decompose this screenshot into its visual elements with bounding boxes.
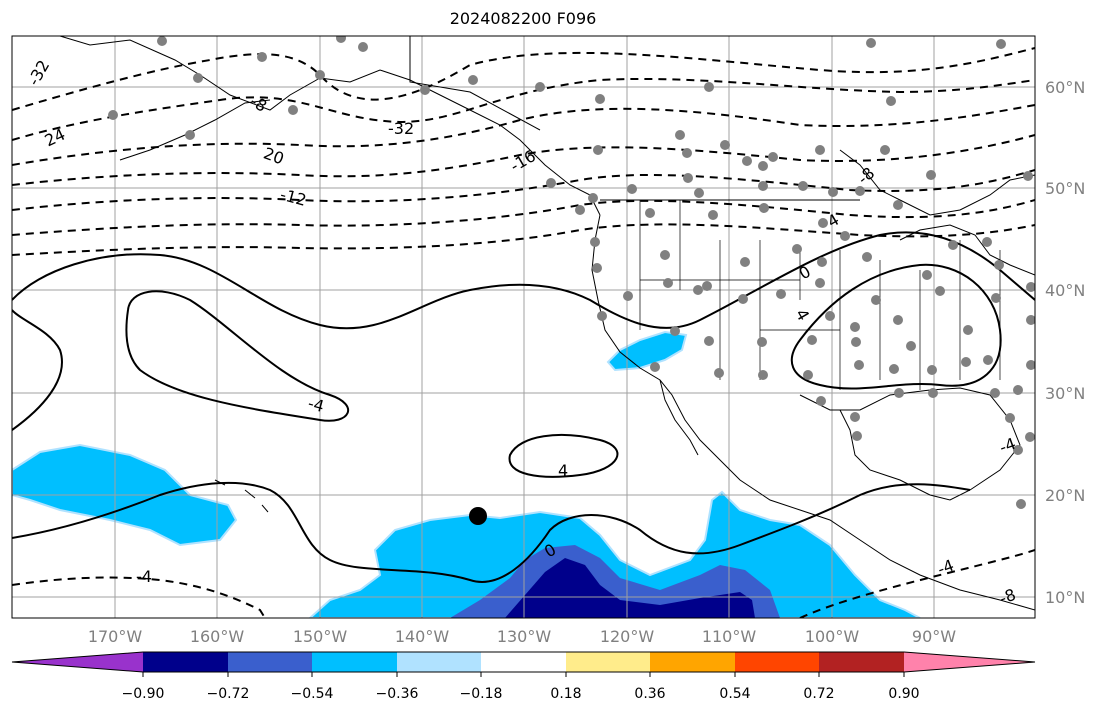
contour-label: -32: [24, 57, 54, 89]
colorbar-tick-label: −0.18: [460, 686, 503, 702]
baja: [659, 379, 699, 456]
contour-dashed: [12, 134, 1035, 186]
anomaly-fill-layer: [12, 330, 921, 618]
contour-label: -8: [247, 91, 270, 115]
gulf-of-mexico: [799, 387, 1021, 501]
contour-label: -4: [935, 556, 956, 579]
colorbar-tick-label: 0.18: [550, 686, 581, 702]
colorbar-segment: [312, 652, 397, 672]
colorbar-tick-labels: −0.90 −0.72 −0.54 −0.36 −0.18 0.18 0.36 …: [122, 686, 920, 702]
state-borders: [639, 200, 1001, 390]
contour-dashed: [12, 104, 1035, 166]
lon-label: 140°W: [395, 627, 450, 646]
colorbar-extend-high: [904, 652, 1035, 672]
map-frame: [11, 35, 1036, 619]
contour-dashed: [12, 78, 1035, 141]
contour-dashed: [12, 199, 1035, 236]
contour-label: -4: [136, 567, 152, 586]
lat-label: 30°N: [1045, 384, 1085, 403]
coastlines: [59, 36, 1035, 611]
colorbar-segment: [650, 652, 735, 672]
contour-dashed: [12, 576, 266, 618]
contour-label: -12: [278, 185, 308, 210]
contour-label: 4: [792, 306, 814, 324]
lon-label: 110°W: [702, 627, 757, 646]
colorbar-tick-label: −0.90: [122, 686, 165, 702]
contour-label: -16: [507, 146, 539, 176]
contour-label: -8: [854, 163, 878, 188]
station-markers: [108, 36, 1035, 509]
hudson-region: [839, 149, 1035, 216]
lat-label: 20°N: [1045, 486, 1085, 505]
contour-dashed: [12, 223, 1035, 256]
anomaly-fill-strong: [505, 558, 755, 618]
contour-dashed: [12, 47, 1035, 111]
colorbar-tick-label: 0.72: [803, 686, 834, 702]
colorbar-segment: [397, 652, 481, 672]
lat-label: 50°N: [1045, 179, 1085, 198]
great-lakes: [899, 224, 1035, 276]
lon-label: 170°W: [88, 627, 143, 646]
contour-label: -4: [997, 434, 1018, 457]
contour-solid: [790, 263, 1002, 390]
colorbar-tick-label: 0.54: [719, 686, 750, 702]
contour-solid: [12, 231, 1035, 330]
contour-label: 4: [558, 461, 568, 480]
colorbar-segment: [481, 652, 566, 672]
colorbar-extend-low: [12, 652, 143, 672]
lon-label: 100°W: [805, 627, 860, 646]
contour-solid: [12, 309, 63, 431]
location-marker: [469, 507, 487, 525]
latitude-labels: 60°N 50°N 40°N 30°N 20°N 10°N: [1045, 78, 1085, 607]
colorbar-segment: [228, 652, 312, 672]
colorbar-tick-label: 0.36: [634, 686, 665, 702]
lon-label: 90°W: [912, 627, 956, 646]
contour-label: -4: [306, 394, 326, 416]
lon-label: 130°W: [497, 627, 552, 646]
contour-solid: [508, 434, 619, 478]
contour-label: 24: [42, 125, 68, 151]
map-title: 2024082200 F096: [449, 9, 597, 28]
alaska-coast: [59, 36, 601, 216]
lat-label: 60°N: [1045, 78, 1085, 97]
contour-label: 20: [261, 144, 287, 169]
lat-label: 10°N: [1045, 588, 1085, 607]
contour-dashed: [12, 169, 1035, 211]
colorbar-tick-label: −0.72: [207, 686, 250, 702]
contour-solid: [12, 481, 971, 583]
lon-label: 120°W: [600, 627, 655, 646]
contour-dashed: [799, 549, 1035, 618]
colorbar-tick-label: 0.90: [888, 686, 919, 702]
longitude-labels: 170°W 160°W 150°W 140°W 130°W 120°W 110°…: [88, 627, 956, 646]
contour-solid: [125, 290, 350, 422]
contour-label: -8: [997, 585, 1018, 608]
lon-label: 150°W: [293, 627, 348, 646]
colorbar-segment: [735, 652, 819, 672]
graticule: [12, 36, 1035, 618]
aleutians: [119, 99, 271, 161]
contour-label: -32: [388, 119, 414, 138]
colorbar: [11, 651, 1036, 677]
colorbar-segment: [143, 652, 228, 672]
colorbar-tick-label: −0.54: [291, 686, 334, 702]
anomaly-fill-eastern-pacific: [308, 490, 921, 618]
colorbar-segment: [566, 652, 650, 672]
contour-lines: [12, 47, 1035, 618]
alaska-border: [409, 36, 541, 131]
colorbar-segment: [819, 652, 904, 672]
colorbar-tick-label: −0.36: [376, 686, 419, 702]
lat-label: 40°N: [1045, 281, 1085, 300]
lon-label: 160°W: [190, 627, 245, 646]
